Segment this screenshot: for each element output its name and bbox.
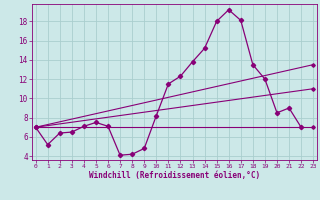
X-axis label: Windchill (Refroidissement éolien,°C): Windchill (Refroidissement éolien,°C) <box>89 171 260 180</box>
